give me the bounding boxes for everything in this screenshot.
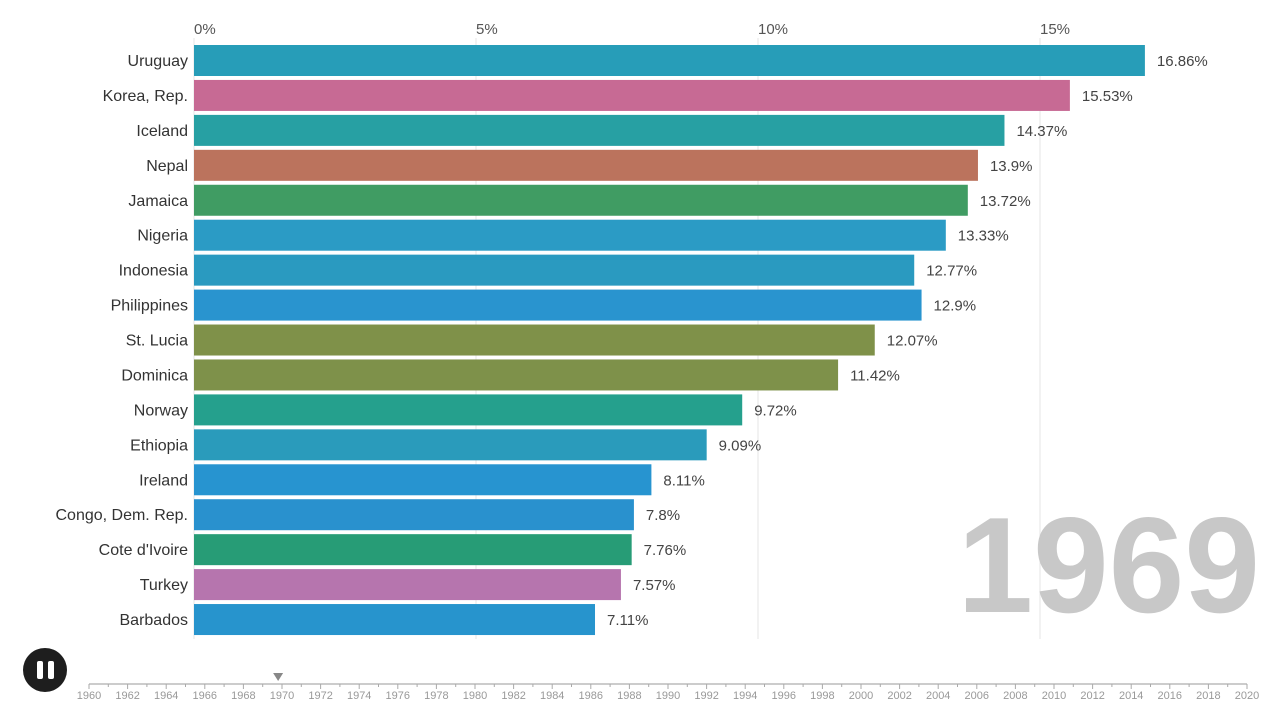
x-tick-label: 15%	[1040, 21, 1070, 38]
category-label: Korea, Rep.	[103, 88, 188, 105]
timeline-label: 1994	[733, 690, 757, 702]
timeline-label: 1968	[231, 690, 255, 702]
timeline-label: 1986	[579, 690, 603, 702]
bar	[194, 534, 632, 566]
timeline-label: 1978	[424, 690, 448, 702]
bar	[194, 149, 978, 181]
timeline-label: 1984	[540, 690, 564, 702]
timeline-label: 1960	[77, 690, 101, 702]
value-label: 11.42%	[850, 367, 900, 384]
bar	[194, 359, 839, 391]
category-label: Dominica	[121, 367, 188, 384]
timeline-label: 1996	[772, 690, 796, 702]
category-label: Jamaica	[128, 193, 188, 210]
bar	[194, 394, 743, 426]
category-label: Cote d'Ivoire	[99, 542, 188, 559]
value-label: 15.53%	[1082, 88, 1133, 105]
timeline-label: 1980	[463, 690, 487, 702]
timeline-label: 1998	[810, 690, 834, 702]
timeline-label: 2002	[887, 690, 911, 702]
bars-layer: Uruguay 16.86% Korea, Rep. 15.53% Iceland 14.…	[55, 45, 1208, 636]
timeline-marker[interactable]	[273, 673, 284, 681]
timeline-label: 1976	[386, 690, 410, 702]
timeline-label: 2006	[965, 690, 989, 702]
x-tick-label: 10%	[758, 21, 788, 38]
value-label: 14.37%	[1016, 123, 1067, 140]
value-label: 12.9%	[934, 298, 977, 315]
x-tick-label: 5%	[476, 21, 498, 38]
value-label: 13.72%	[980, 193, 1031, 210]
category-label: Congo, Dem. Rep.	[55, 507, 188, 524]
value-label: 9.09%	[719, 437, 762, 454]
timeline-label: 1990	[656, 690, 680, 702]
bar	[194, 254, 915, 286]
value-label: 7.8%	[646, 507, 680, 524]
timeline-label: 1988	[617, 690, 641, 702]
bar	[194, 79, 1070, 111]
timeline-label: 1992	[694, 690, 718, 702]
timeline-label: 1964	[154, 690, 178, 702]
bar	[194, 289, 922, 321]
value-label: 9.72%	[754, 402, 797, 419]
bar	[194, 429, 707, 461]
bar	[194, 45, 1145, 76]
value-label: 7.11%	[607, 612, 648, 629]
category-label: St. Lucia	[126, 333, 188, 350]
x-tick-label: 0%	[194, 21, 216, 38]
timeline-label: 2014	[1119, 690, 1143, 702]
timeline-label: 2018	[1196, 690, 1220, 702]
timeline-label: 2020	[1235, 690, 1259, 702]
value-label: 7.57%	[633, 577, 676, 594]
category-label: Nepal	[146, 158, 188, 175]
timeline-label: 1974	[347, 690, 371, 702]
value-label: 12.77%	[926, 263, 977, 280]
category-label: Nigeria	[137, 228, 188, 245]
pause-icon	[36, 661, 43, 679]
bar	[194, 464, 652, 496]
bar	[194, 324, 875, 356]
timeline-label: 2010	[1042, 690, 1066, 702]
bar	[194, 114, 1005, 146]
bar	[194, 499, 634, 531]
category-label: Barbados	[120, 612, 189, 629]
timeline-label: 1972	[308, 690, 332, 702]
timeline-label: 1982	[501, 690, 525, 702]
category-label: Iceland	[136, 123, 188, 140]
value-label: 16.86%	[1157, 53, 1208, 70]
timeline-label: 1962	[115, 690, 139, 702]
bar	[194, 219, 946, 251]
category-label: Uruguay	[128, 53, 188, 70]
value-label: 12.07%	[887, 333, 938, 350]
category-label: Indonesia	[119, 263, 188, 280]
pause-button[interactable]	[23, 648, 67, 692]
value-label: 7.76%	[644, 542, 687, 559]
bar	[194, 604, 596, 636]
timeline-label: 1970	[270, 690, 294, 702]
value-label: 13.33%	[958, 228, 1009, 245]
category-label: Ethiopia	[130, 437, 188, 454]
bar	[194, 184, 968, 216]
timeline-label: 2000	[849, 690, 873, 702]
timeline-label: 2004	[926, 690, 950, 702]
category-label: Philippines	[111, 298, 188, 315]
year-label: 1969	[957, 489, 1260, 641]
pause-icon-bar	[47, 661, 54, 679]
timeline-label: 1966	[193, 690, 217, 702]
timeline-label: 2008	[1003, 690, 1027, 702]
category-label: Norway	[134, 402, 188, 419]
category-label: Turkey	[140, 577, 188, 594]
value-label: 8.11%	[663, 472, 704, 489]
timeline-label: 2012	[1080, 690, 1104, 702]
timeline-label: 2016	[1158, 690, 1182, 702]
timeline[interactable]: 1960 1962 1964 1966 1968 1970 1972 1974 1976 1978…	[77, 673, 1259, 702]
category-label: Ireland	[139, 472, 188, 489]
bar	[194, 569, 621, 601]
value-label: 13.9%	[990, 158, 1033, 175]
